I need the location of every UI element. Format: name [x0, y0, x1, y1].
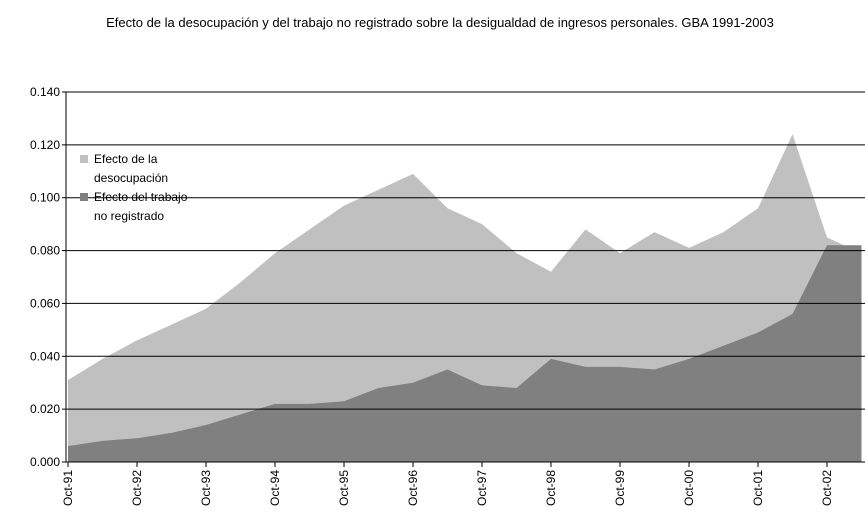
legend-label: Efecto de la desocupación	[94, 152, 169, 185]
legend-swatch	[80, 193, 88, 201]
x-tick-label: Oct-93	[199, 470, 213, 506]
y-tick-label: 0.060	[30, 296, 60, 310]
legend-item: Efecto del trabajo no registrado	[78, 188, 203, 226]
x-tick-label: Oct-97	[475, 470, 489, 506]
chart-title: Efecto de la desocupación y del trabajo …	[106, 15, 774, 30]
y-tick-label: 0.020	[30, 402, 60, 416]
y-tick-label: 0.000	[30, 455, 60, 469]
y-tick-label: 0.080	[30, 244, 60, 258]
y-tick-label: 0.100	[30, 191, 60, 205]
legend-label: Efecto del trabajo no registrado	[94, 190, 188, 223]
legend-item: Efecto de la desocupación	[78, 150, 203, 188]
x-tick-label: Oct-91	[61, 470, 75, 506]
x-tick-label: Oct-95	[337, 470, 351, 506]
x-tick-label: Oct-00	[682, 470, 696, 506]
legend-swatch	[80, 155, 88, 163]
y-tick-label: 0.140	[30, 85, 60, 99]
x-tick-label: Oct-96	[406, 470, 420, 506]
area	[68, 245, 862, 462]
x-tick-label: Oct-94	[268, 470, 282, 506]
x-tick-label: Oct-01	[751, 470, 765, 506]
legend: Efecto de la desocupación Efecto del trab…	[78, 150, 203, 226]
x-tick-label: Oct-02	[820, 470, 834, 506]
y-tick-label: 0.040	[30, 349, 60, 363]
x-tick-label: Oct-99	[613, 470, 627, 506]
x-tick-label: Oct-98	[544, 470, 558, 506]
x-tick-label: Oct-92	[130, 470, 144, 506]
y-tick-label: 0.120	[30, 138, 60, 152]
